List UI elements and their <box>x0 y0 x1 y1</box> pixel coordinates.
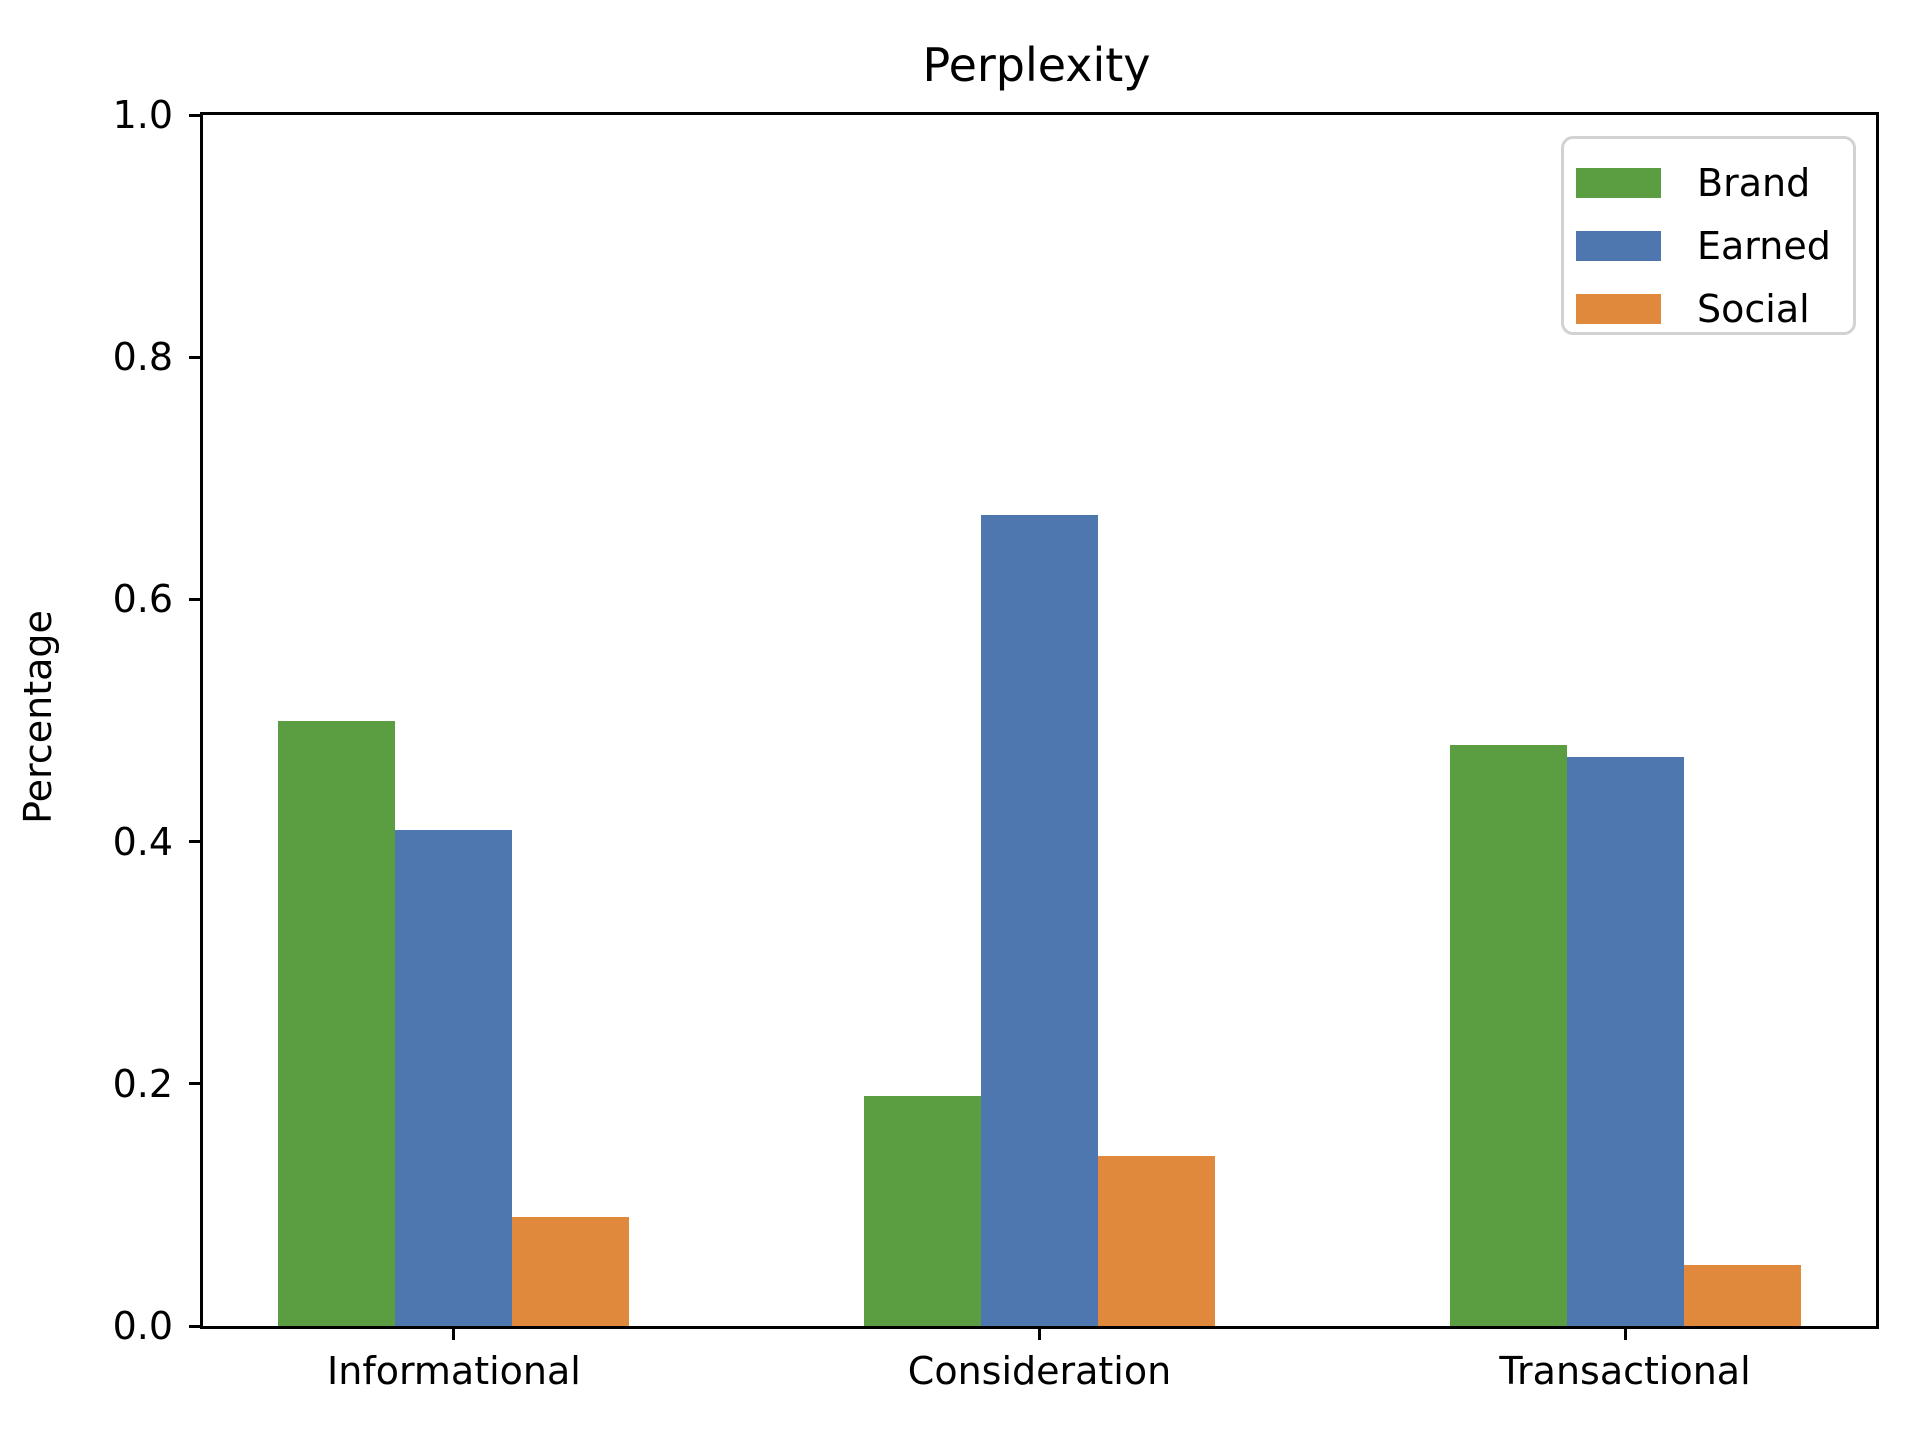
y-tick-mark <box>189 597 203 601</box>
y-tick-label: 0.0 <box>112 1304 173 1348</box>
x-tick-label-transactional: Transactional <box>1499 1349 1751 1393</box>
bar-informational-social <box>512 1217 630 1326</box>
y-tick-label: 0.8 <box>112 335 173 380</box>
y-tick-label: 0.4 <box>112 819 173 864</box>
bar-transactional-social <box>1683 1265 1801 1326</box>
legend-label-earned: Earned <box>1697 223 1831 268</box>
x-tick-label-consideration: Consideration <box>907 1349 1172 1393</box>
legend-swatch-social <box>1576 293 1661 324</box>
bar-informational-brand <box>278 720 396 1326</box>
y-tick-label: 0.2 <box>112 1061 173 1106</box>
x-tick-label-informational: Informational <box>327 1349 581 1393</box>
legend-swatch-brand <box>1576 167 1661 198</box>
bar-consideration-social <box>1098 1156 1215 1326</box>
y-tick-mark <box>189 1324 203 1328</box>
y-tick-mark <box>189 113 203 117</box>
legend-label-social: Social <box>1697 286 1810 331</box>
y-axis-label: Percentage <box>16 610 60 824</box>
bar-transactional-earned <box>1566 756 1684 1326</box>
legend-label-brand: Brand <box>1697 160 1811 205</box>
y-tick-label: 1.0 <box>112 93 173 137</box>
y-tick-mark <box>189 840 203 844</box>
legend-swatch-earned <box>1576 230 1661 261</box>
plot-area: 0.0 0.2 0.4 0.6 0.8 1.0 Informational Consider… <box>113 96 1879 1392</box>
x-tick-mark <box>1623 1326 1627 1340</box>
bar-consideration-brand <box>864 1095 981 1326</box>
legend-item-brand: Brand <box>1576 151 1853 214</box>
x-tick-mark <box>452 1326 456 1340</box>
legend-item-social: Social <box>1576 277 1853 340</box>
y-tick-label: 0.6 <box>112 577 173 622</box>
y-tick-mark <box>189 355 203 359</box>
bar-transactional-brand <box>1449 744 1567 1326</box>
bar-consideration-earned <box>981 514 1098 1326</box>
legend: Brand Earned Social <box>1561 136 1856 335</box>
bar-informational-earned <box>395 829 513 1326</box>
chart-title: Perplexity <box>922 38 1151 92</box>
legend-item-earned: Earned <box>1576 214 1853 277</box>
x-tick-mark <box>1038 1326 1041 1340</box>
y-tick-mark <box>189 1082 203 1086</box>
